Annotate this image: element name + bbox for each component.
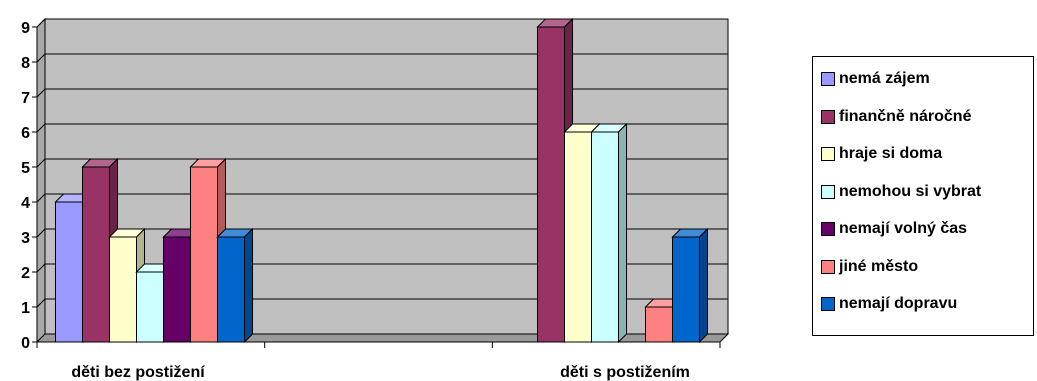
bar-1-6 [672, 236, 700, 343]
bar-0-5 [190, 166, 218, 343]
y-tick-label: 4 [21, 195, 30, 212]
bar-0-1 [82, 166, 110, 343]
chart-legend: nemá zájem finančně náročné hraje si doma n… [812, 56, 1034, 336]
gridline [36, 158, 728, 168]
y-tick-label: 9 [21, 20, 30, 37]
legend-swatch [821, 297, 835, 311]
legend-label: finančně náročné [839, 107, 972, 125]
bar-side-1-3 [618, 122, 627, 344]
legend-swatch [821, 184, 835, 199]
legend-label: nemají dopravu [839, 295, 958, 312]
legend-swatch [821, 147, 835, 161]
legend-label: jiné město [839, 257, 919, 275]
legend-label: nemají volný čas [839, 220, 968, 237]
bar-0-6 [217, 236, 245, 343]
legend-swatch [821, 259, 835, 274]
y-tick-label: 7 [21, 90, 30, 107]
y-tick-label: 8 [21, 55, 30, 72]
legend-swatch [821, 72, 835, 86]
gridline [36, 88, 728, 98]
legend-label: nemohou si vybrat [839, 182, 982, 200]
bar-1-1 [537, 26, 565, 343]
legend-swatch [821, 222, 835, 236]
legend-item: hraje si doma [821, 144, 942, 164]
y-tick-label: 0 [21, 335, 30, 352]
y-tick-label: 6 [21, 125, 30, 142]
gridline [36, 263, 728, 273]
bar-1-2 [564, 131, 592, 343]
gridline [36, 298, 728, 308]
legend-item: nemá zájem [821, 69, 930, 89]
bar-side-1-6 [699, 227, 708, 344]
legend-item: jiné město [821, 257, 918, 277]
bar-0-2 [109, 236, 137, 343]
y-tick-label: 5 [21, 160, 30, 177]
y-tick-label: 2 [21, 265, 30, 282]
bar-0-0 [55, 201, 83, 343]
legend-label: hraje si doma [839, 145, 943, 162]
legend-swatch [821, 109, 835, 124]
gridline [36, 53, 728, 63]
gridline [36, 193, 728, 203]
x-category-label: děti bez postižení [71, 364, 205, 381]
bar-1-3 [591, 131, 619, 343]
gridline [36, 228, 728, 238]
x-category-label: děti s postižením [560, 364, 690, 381]
plot-side-wall [36, 17, 46, 344]
legend-item: finančně náročné [821, 107, 971, 127]
legend-item: nemají dopravu [821, 294, 957, 314]
bar-0-3 [136, 271, 164, 343]
legend-item: nemohou si vybrat [821, 182, 981, 202]
legend-item: nemají volný čas [821, 219, 967, 239]
legend-label: nemá zájem [839, 70, 930, 87]
bar-0-4 [163, 236, 191, 343]
bar-1-5 [645, 306, 673, 343]
y-tick-label: 3 [21, 230, 30, 247]
gridline [36, 123, 728, 133]
y-tick-label: 1 [21, 300, 30, 317]
gridline [36, 18, 728, 28]
bar-side-0-6 [244, 227, 253, 344]
